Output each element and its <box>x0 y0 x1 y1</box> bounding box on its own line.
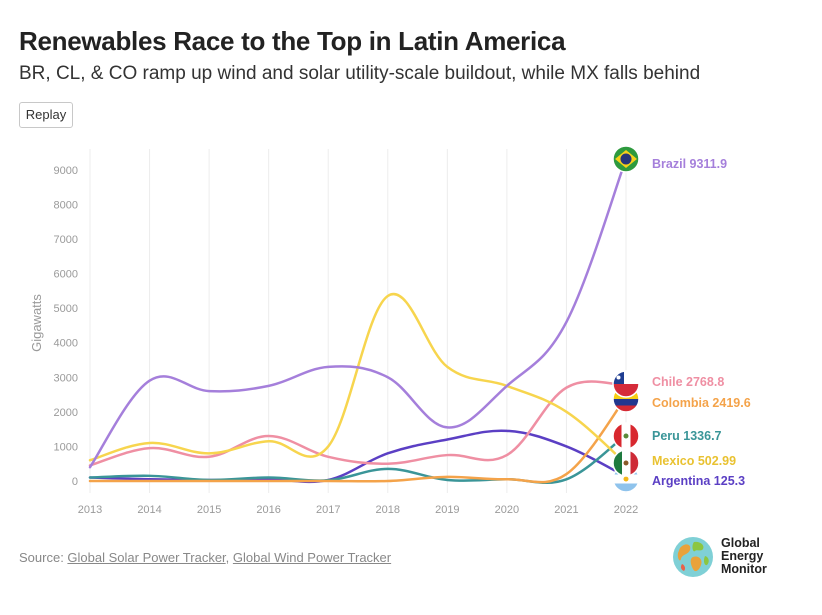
end-label-peru: Peru 1336.7 <box>652 429 722 443</box>
logo-line-3: Monitor <box>721 562 767 576</box>
y-tick-label: 9000 <box>54 165 78 177</box>
series-line-mexico <box>88 292 628 465</box>
chart-title: Renewables Race to the Top in Latin Amer… <box>19 26 566 56</box>
flag-part <box>620 153 632 165</box>
flag-marker-peru <box>612 422 640 450</box>
source-link-wind[interactable]: Global Wind Power Tracker <box>232 550 392 565</box>
x-tick-label: 2016 <box>256 504 280 516</box>
y-tick-label: 0 <box>72 476 78 488</box>
x-tick-label: 2017 <box>316 504 340 516</box>
x-tick-label: 2020 <box>495 504 519 516</box>
flag-part <box>616 375 621 380</box>
y-axis-label: Gigawatts <box>29 294 44 352</box>
end-label-colombia: Colombia 2419.6 <box>652 396 751 410</box>
end-label-mexico: Mexico 502.99 <box>652 454 736 468</box>
y-tick-label: 7000 <box>54 234 78 246</box>
x-tick-label: 2014 <box>137 504 161 516</box>
logo-line-2: Energy <box>721 549 764 563</box>
source-prefix: Source: <box>19 550 68 565</box>
x-tick-label: 2013 <box>78 504 102 516</box>
end-label-brazil: Brazil 9311.9 <box>652 157 727 171</box>
flag-marker-mexico <box>612 449 640 477</box>
x-tick-label: 2022 <box>614 504 638 516</box>
flag-part <box>613 405 639 412</box>
x-tick-label: 2021 <box>554 504 578 516</box>
series-line-brazil <box>88 157 628 469</box>
series-line-peru <box>88 433 628 485</box>
flag-ring <box>612 422 640 450</box>
flag-ring <box>612 449 640 477</box>
series-line-chile <box>88 380 628 467</box>
source-separator: , <box>225 550 233 565</box>
series-line-colombia <box>88 396 628 484</box>
flag-part <box>623 460 629 466</box>
x-tick-label: 2018 <box>376 504 400 516</box>
gem-logo[interactable]: Global Energy Monitor <box>672 534 802 582</box>
end-label-chile: Chile 2768.8 <box>652 375 724 389</box>
y-tick-label: 5000 <box>54 303 78 315</box>
flag-part <box>613 384 639 397</box>
flag-part <box>630 450 639 476</box>
flag-ring <box>612 145 640 173</box>
flag-ring <box>612 370 640 398</box>
flag-marker-brazil <box>612 145 640 173</box>
y-tick-label: 1000 <box>54 441 78 453</box>
x-tick-label: 2019 <box>435 504 459 516</box>
chart-subtitle: BR, CL, & CO ramp up wind and solar util… <box>19 63 701 84</box>
flag-part <box>613 399 639 406</box>
flag-part <box>623 433 629 439</box>
flag-fill <box>613 371 639 397</box>
source-note: Source: Global Solar Power Tracker, Glob… <box>19 550 391 565</box>
flag-part <box>623 476 629 482</box>
logo-line-1: Global <box>721 536 760 550</box>
end-label-argentina: Argentina 125.3 <box>652 474 745 488</box>
source-link-solar[interactable]: Global Solar Power Tracker <box>67 550 226 565</box>
y-tick-label: 6000 <box>54 269 78 281</box>
x-tick-label: 2015 <box>197 504 221 516</box>
logo-wordmark: Global Energy Monitor <box>721 537 767 576</box>
flag-part <box>613 450 622 476</box>
y-tick-label: 4000 <box>54 338 78 350</box>
replay-button[interactable]: Replay <box>19 102 73 128</box>
flag-marker-chile <box>612 370 640 398</box>
y-tick-label: 8000 <box>54 199 78 211</box>
globe-icon <box>673 537 713 577</box>
y-tick-label: 3000 <box>54 372 78 384</box>
y-tick-label: 2000 <box>54 407 78 419</box>
